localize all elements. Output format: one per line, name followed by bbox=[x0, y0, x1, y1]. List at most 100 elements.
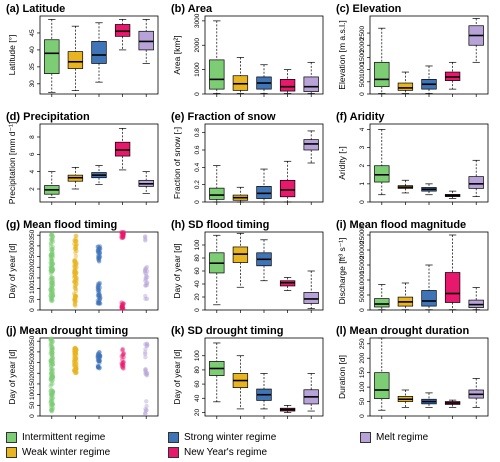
strip-point bbox=[96, 257, 101, 263]
strip-point bbox=[97, 280, 102, 286]
strip-point bbox=[49, 280, 54, 286]
strip-point bbox=[73, 350, 79, 355]
strip-point bbox=[120, 230, 126, 235]
strip-point bbox=[50, 261, 56, 267]
strip-point bbox=[121, 229, 127, 235]
legend-item-weak-winter: Weak winter regime bbox=[6, 447, 110, 458]
strip-point bbox=[121, 363, 126, 368]
strip-point bbox=[73, 299, 79, 304]
strip-point bbox=[121, 351, 126, 357]
panel-title: (d) Precipitation bbox=[6, 111, 90, 123]
panel-l: (l) Mean drought duration Duration [d] 0 50… bbox=[336, 325, 489, 419]
strip-point bbox=[50, 389, 56, 394]
strip-point bbox=[73, 357, 78, 362]
strip-point bbox=[71, 368, 77, 373]
strip-point bbox=[48, 363, 54, 369]
box-1 bbox=[374, 337, 390, 411]
box-1 bbox=[209, 20, 225, 94]
strip-point bbox=[48, 351, 53, 356]
strip-point bbox=[49, 253, 54, 258]
strip-point bbox=[119, 304, 125, 309]
legend: Intermittent regime Weak winter regime S… bbox=[0, 428, 500, 462]
strip-point bbox=[72, 271, 77, 276]
panel-i: (i) Mean flood magnitude Discharge [ft³ s… bbox=[336, 219, 489, 313]
y-tick-label: 0 bbox=[29, 308, 36, 312]
strip-point bbox=[73, 347, 79, 353]
strip-point bbox=[49, 253, 54, 259]
panel-title: (k) SD drought timing bbox=[171, 325, 283, 337]
strip-point bbox=[74, 365, 79, 371]
box-iqr bbox=[209, 59, 225, 90]
box-iqr bbox=[67, 51, 84, 69]
strip-point bbox=[144, 268, 150, 274]
strip-point bbox=[48, 344, 53, 349]
strip-point bbox=[72, 258, 77, 264]
strip-point bbox=[48, 358, 54, 363]
strip-point bbox=[50, 261, 55, 267]
legend-item-strong-winter: Strong winter regime bbox=[168, 432, 276, 443]
strip-point bbox=[120, 357, 125, 362]
y-tick-label: 0.4 bbox=[194, 162, 201, 171]
strip-point bbox=[72, 297, 77, 302]
strip-point bbox=[97, 292, 102, 297]
strip-point bbox=[97, 294, 102, 299]
box-3 bbox=[421, 183, 437, 196]
strip-point bbox=[121, 351, 126, 356]
y-tick-label: 0 bbox=[194, 92, 201, 96]
strip-point bbox=[50, 401, 56, 407]
strip-point bbox=[95, 354, 100, 359]
strip-point bbox=[96, 253, 101, 258]
strip-point bbox=[73, 360, 78, 366]
strip-point bbox=[73, 348, 78, 353]
legend-label: Melt regime bbox=[376, 432, 429, 443]
strip-point bbox=[49, 246, 55, 251]
strip-point bbox=[97, 245, 102, 250]
strip-point bbox=[96, 287, 101, 293]
strip-point bbox=[96, 250, 101, 256]
strip-point bbox=[144, 343, 149, 349]
strip-point bbox=[50, 293, 55, 299]
strip-point bbox=[48, 388, 54, 393]
legend-swatch bbox=[6, 432, 17, 443]
strip-point bbox=[73, 238, 78, 243]
strip-point bbox=[144, 342, 150, 347]
strip-point bbox=[97, 289, 102, 294]
strip-point bbox=[50, 237, 55, 243]
strip-point bbox=[120, 352, 125, 358]
strip-point bbox=[119, 305, 124, 310]
box-3 bbox=[421, 65, 437, 94]
strip-point bbox=[95, 363, 101, 369]
strip-point bbox=[97, 366, 102, 371]
legend-label: New Year's regime bbox=[184, 447, 268, 458]
y-tick-label: 20 bbox=[194, 408, 201, 416]
strip-point bbox=[73, 345, 78, 351]
strip-point bbox=[97, 356, 102, 361]
y-tick-label: 2500 bbox=[359, 25, 366, 40]
y-tick-label: 15000 bbox=[359, 256, 366, 274]
strip-point bbox=[120, 348, 125, 353]
strip-point bbox=[121, 354, 126, 360]
strip-point bbox=[72, 354, 77, 360]
strip-point bbox=[74, 281, 79, 287]
y-tick-label: 25000 bbox=[359, 226, 366, 244]
strip-point bbox=[49, 285, 55, 290]
strip-5 bbox=[142, 234, 150, 302]
box-2 bbox=[397, 389, 414, 408]
strip-point bbox=[144, 373, 150, 378]
y-tick-label: 2000 bbox=[194, 38, 201, 53]
box-4 bbox=[444, 234, 461, 311]
strip-point bbox=[121, 301, 126, 306]
strip-point bbox=[49, 279, 54, 285]
strip-point bbox=[48, 253, 54, 258]
strip-point bbox=[73, 295, 78, 301]
strip-point bbox=[97, 250, 102, 256]
strip-point bbox=[96, 299, 102, 304]
panel-h: (h) SD flood timing Day of year [d] 0 20 40 6… bbox=[171, 219, 324, 313]
strip-point bbox=[49, 398, 55, 403]
strip-point bbox=[73, 258, 78, 264]
strip-point bbox=[120, 235, 126, 240]
y-tick-label: 8 bbox=[29, 135, 36, 139]
y-tick-label: 1500 bbox=[359, 50, 366, 65]
strip-point bbox=[142, 350, 148, 355]
legend-swatch bbox=[6, 447, 17, 458]
